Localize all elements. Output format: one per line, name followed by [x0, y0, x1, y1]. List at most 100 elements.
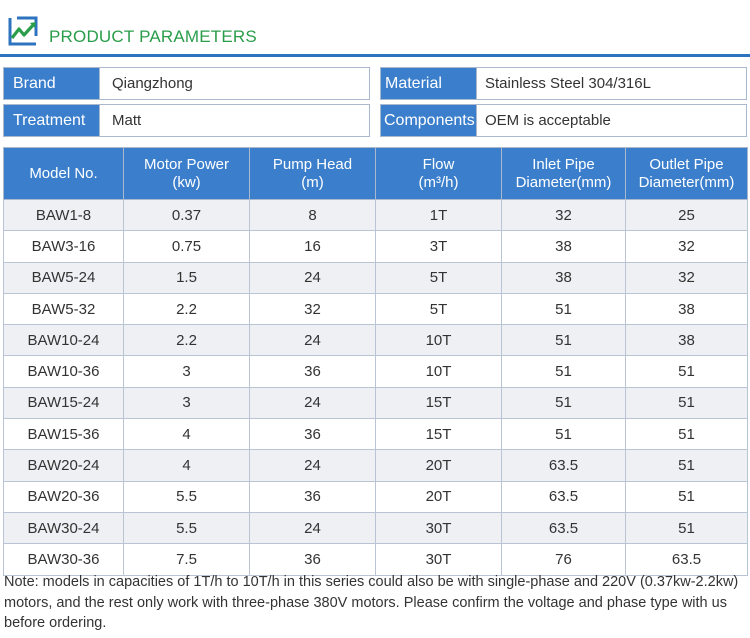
- cell-flow: 30T: [375, 543, 502, 576]
- cell-flow: 15T: [375, 386, 502, 420]
- cell-inlet: 32: [501, 198, 626, 232]
- cell-outlet: 63.5: [625, 543, 748, 576]
- header-divider: [0, 54, 750, 57]
- table-row: BAW10-24 2.2 24 10T 51 38: [3, 324, 748, 357]
- header-outlet-pipe: Outlet Pipe Diameter(mm): [625, 147, 748, 200]
- cell-model: BAW15-36: [3, 418, 124, 451]
- cell-flow: 20T: [375, 480, 502, 513]
- cell-model: BAW10-36: [3, 355, 124, 388]
- cell-inlet: 76: [501, 543, 626, 576]
- cell-motor-power: 0.75: [123, 230, 250, 263]
- header-flow-line2: (m³/h): [418, 173, 459, 191]
- header-motor-power-line1: Motor Power: [143, 155, 230, 173]
- cell-outlet: 32: [625, 230, 748, 263]
- cell-inlet: 38: [501, 230, 626, 263]
- cell-flow: 10T: [375, 324, 502, 357]
- table-row: BAW15-24 3 24 15T 51 51: [3, 386, 748, 420]
- info-components-value: OEM is acceptable: [476, 105, 746, 136]
- cell-flow: 20T: [375, 449, 502, 482]
- cell-outlet: 25: [625, 198, 748, 232]
- cell-outlet: 51: [625, 386, 748, 420]
- cell-model: BAW20-24: [3, 449, 124, 482]
- cell-pump-head: 24: [249, 324, 376, 357]
- cell-outlet: 51: [625, 511, 748, 545]
- logo-icon: [8, 16, 38, 46]
- cell-flow: 5T: [375, 292, 502, 326]
- cell-model: BAW30-24: [3, 511, 124, 545]
- table-header-row: Model No. Motor Power (kw) Pump Head (m) F…: [3, 147, 748, 200]
- cell-pump-head: 24: [249, 449, 376, 482]
- cell-model: BAW15-24: [3, 386, 124, 420]
- cell-motor-power: 3: [123, 355, 250, 388]
- info-material: Material Stainless Steel 304/316L: [380, 67, 747, 100]
- header-pump-head: Pump Head (m): [249, 147, 376, 200]
- cell-pump-head: 36: [249, 480, 376, 513]
- cell-flow: 1T: [375, 198, 502, 232]
- cell-model: BAW1-8: [3, 198, 124, 232]
- header: PRODUCT PARAMETERS: [0, 0, 750, 60]
- cell-pump-head: 24: [249, 261, 376, 294]
- cell-pump-head: 32: [249, 292, 376, 326]
- table-row: BAW3-16 0.75 16 3T 38 32: [3, 230, 748, 263]
- cell-outlet: 38: [625, 292, 748, 326]
- table-row: BAW15-36 4 36 15T 51 51: [3, 418, 748, 451]
- cell-outlet: 51: [625, 418, 748, 451]
- header-inlet-pipe: Inlet Pipe Diameter(mm): [501, 147, 626, 200]
- info-treatment-value: Matt: [99, 105, 369, 136]
- header-motor-power: Motor Power (kw): [123, 147, 250, 200]
- cell-inlet: 51: [501, 418, 626, 451]
- cell-pump-head: 24: [249, 511, 376, 545]
- cell-inlet: 63.5: [501, 511, 626, 545]
- cell-model: BAW3-16: [3, 230, 124, 263]
- cell-motor-power: 2.2: [123, 324, 250, 357]
- header-pump-head-line2: (m): [301, 173, 324, 191]
- header-model: Model No.: [3, 147, 124, 200]
- parameters-table: Model No. Motor Power (kw) Pump Head (m) F…: [3, 147, 748, 576]
- cell-model: BAW5-24: [3, 261, 124, 294]
- cell-inlet: 51: [501, 355, 626, 388]
- table-row: BAW20-36 5.5 36 20T 63.5 51: [3, 480, 748, 513]
- table-row: BAW5-24 1.5 24 5T 38 32: [3, 261, 748, 294]
- info-treatment: Treatment Matt: [3, 104, 370, 137]
- header-outlet-pipe-line1: Outlet Pipe: [649, 155, 724, 173]
- info-brand-value: Qiangzhong: [99, 68, 369, 99]
- cell-model: BAW5-32: [3, 292, 124, 326]
- cell-pump-head: 36: [249, 355, 376, 388]
- header-inlet-pipe-line1: Inlet Pipe: [532, 155, 595, 173]
- cell-motor-power: 4: [123, 449, 250, 482]
- cell-outlet: 38: [625, 324, 748, 357]
- cell-motor-power: 4: [123, 418, 250, 451]
- header-outlet-pipe-line2: Diameter(mm): [638, 173, 735, 191]
- cell-motor-power: 3: [123, 386, 250, 420]
- info-components: Components OEM is acceptable: [380, 104, 747, 137]
- cell-inlet: 63.5: [501, 480, 626, 513]
- cell-inlet: 51: [501, 324, 626, 357]
- table-row: BAW30-36 7.5 36 30T 76 63.5: [3, 543, 748, 576]
- table-row: BAW10-36 3 36 10T 51 51: [3, 355, 748, 388]
- table-row: BAW20-24 4 24 20T 63.5 51: [3, 449, 748, 482]
- cell-motor-power: 7.5: [123, 543, 250, 576]
- cell-pump-head: 24: [249, 386, 376, 420]
- cell-flow: 15T: [375, 418, 502, 451]
- info-components-label: Components: [381, 105, 476, 136]
- cell-motor-power: 0.37: [123, 198, 250, 232]
- footnote: Note: models in capacities of 1T/h to 10…: [4, 574, 739, 631]
- header-inlet-pipe-line2: Diameter(mm): [515, 173, 612, 191]
- cell-inlet: 38: [501, 261, 626, 294]
- cell-flow: 5T: [375, 261, 502, 294]
- cell-pump-head: 36: [249, 543, 376, 576]
- cell-outlet: 51: [625, 449, 748, 482]
- header-flow-line1: Flow: [422, 155, 455, 173]
- cell-motor-power: 1.5: [123, 261, 250, 294]
- cell-model: BAW30-36: [3, 543, 124, 576]
- info-material-value: Stainless Steel 304/316L: [476, 68, 746, 99]
- table-row: BAW30-24 5.5 24 30T 63.5 51: [3, 511, 748, 545]
- cell-pump-head: 36: [249, 418, 376, 451]
- header-motor-power-line2: (kw): [172, 173, 201, 191]
- cell-inlet: 63.5: [501, 449, 626, 482]
- cell-outlet: 32: [625, 261, 748, 294]
- header-flow: Flow (m³/h): [375, 147, 502, 200]
- info-treatment-label: Treatment: [4, 105, 99, 136]
- page-title: PRODUCT PARAMETERS: [49, 27, 257, 46]
- header-model-text: Model No.: [29, 164, 98, 182]
